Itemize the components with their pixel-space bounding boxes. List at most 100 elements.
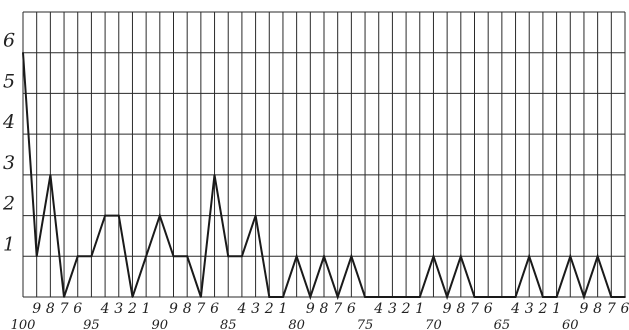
x-tick-label: 4	[100, 301, 110, 317]
x-tick-label: 6	[210, 301, 219, 317]
x-tick-label: 4	[236, 301, 246, 317]
data-point	[459, 255, 462, 258]
x-tick-label: 7	[470, 301, 479, 317]
data-point	[282, 296, 284, 298]
y-tick-label: 5	[3, 70, 15, 92]
data-point	[528, 255, 531, 258]
data-point	[610, 296, 613, 298]
x-tick-label: 90	[152, 318, 169, 330]
data-point	[213, 173, 216, 176]
data-point	[76, 255, 79, 258]
x-tick-label: 7	[196, 301, 205, 317]
x-tick-label: 8	[456, 301, 465, 317]
data-point	[117, 214, 120, 217]
data-point	[172, 255, 175, 258]
data-point	[500, 296, 503, 298]
x-tick-label: 2	[401, 301, 411, 317]
x-tick-label: 8	[46, 301, 55, 317]
x-tick-label: 6	[484, 301, 493, 317]
x-tick-label: 9	[32, 301, 41, 317]
x-tick-label: 70	[425, 318, 442, 330]
x-tick-label: 8	[320, 301, 329, 317]
data-point	[63, 296, 65, 298]
x-tick-label: 100	[11, 318, 36, 330]
chart-series	[22, 51, 626, 301]
x-tick-label: 8	[183, 301, 192, 317]
x-tick-label: 4	[373, 301, 383, 317]
x-tick-label: 4	[510, 301, 520, 317]
x-tick-label: 9	[306, 301, 315, 317]
data-point	[323, 255, 325, 258]
data-point	[336, 296, 339, 298]
x-tick-label: 60	[562, 318, 579, 330]
data-point	[145, 255, 148, 258]
chart-grid	[22, 11, 626, 298]
x-tick-label: 9	[443, 301, 452, 317]
data-point	[49, 173, 52, 176]
data-point	[227, 255, 230, 258]
x-tick-label: 9	[169, 301, 178, 317]
data-point	[158, 214, 161, 217]
x-tick-label: 2	[264, 301, 274, 317]
y-tick-label: 6	[3, 30, 15, 52]
data-point	[364, 296, 366, 298]
x-tick-label: 75	[357, 318, 374, 330]
data-point	[22, 51, 24, 54]
data-point	[186, 255, 189, 258]
x-tick-label: 3	[251, 301, 260, 317]
data-point	[542, 296, 544, 298]
x-tick-label: 6	[621, 301, 629, 317]
data-point	[377, 296, 380, 298]
data-point	[199, 296, 202, 298]
x-tick-label: 85	[220, 318, 237, 330]
data-point	[569, 255, 572, 258]
data-point	[350, 255, 353, 258]
x-tick-label: 80	[288, 318, 305, 330]
x-tick-label: 7	[333, 301, 342, 317]
x-tick-label: 1	[552, 301, 561, 317]
data-point	[514, 296, 517, 298]
data-point	[405, 296, 407, 298]
x-tick-label: 7	[607, 301, 616, 317]
data-point	[487, 296, 490, 298]
data-point	[432, 255, 435, 258]
data-point	[295, 255, 298, 258]
data-point	[241, 255, 243, 258]
x-tick-label: 8	[593, 301, 602, 317]
x-tick-label: 1	[142, 301, 151, 317]
data-point	[596, 255, 599, 258]
data-point	[254, 214, 257, 217]
data-point	[418, 296, 421, 298]
x-tick-label: 65	[494, 318, 511, 330]
data-point	[268, 296, 271, 298]
data-point	[446, 296, 449, 298]
data-point	[555, 296, 558, 298]
x-tick-label: 2	[537, 301, 547, 317]
x-tick-label: 3	[114, 301, 123, 317]
x-tick-label: 9	[579, 301, 588, 317]
x-tick-label: 1	[415, 301, 424, 317]
x-tick-label: 7	[60, 301, 69, 317]
x-tick-label: 1	[278, 301, 287, 317]
x-tick-label: 6	[347, 301, 356, 317]
data-point	[624, 296, 626, 298]
data-point	[391, 296, 394, 298]
data-point	[473, 296, 476, 298]
y-tick-label: 2	[2, 193, 15, 215]
data-point	[104, 214, 106, 217]
data-point	[35, 255, 38, 258]
data-point	[583, 296, 585, 298]
data-point	[90, 255, 93, 258]
x-tick-label: 95	[83, 318, 100, 330]
y-tick-label: 1	[3, 233, 15, 255]
y-tick-label: 3	[3, 152, 15, 174]
y-tick-label: 4	[2, 111, 15, 133]
x-tick-label: 2	[127, 301, 137, 317]
data-point	[309, 296, 312, 298]
x-tick-label: 3	[525, 301, 534, 317]
y-tick-labels: 1 2 3 4 5 6	[2, 30, 15, 256]
x-tick-label: 6	[73, 301, 82, 317]
data-point	[131, 296, 134, 298]
